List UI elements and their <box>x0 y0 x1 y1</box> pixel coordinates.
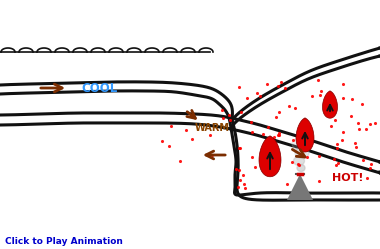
Point <box>316 154 322 158</box>
Point <box>339 137 345 141</box>
Point <box>242 187 249 190</box>
Point <box>305 122 311 126</box>
Point <box>268 149 274 153</box>
Point <box>166 144 172 148</box>
Point <box>295 140 301 144</box>
Point <box>318 89 324 93</box>
Point <box>352 140 358 144</box>
Point <box>309 94 315 98</box>
Point <box>368 162 374 166</box>
Point <box>317 93 323 97</box>
Point <box>340 96 346 100</box>
Polygon shape <box>287 174 313 200</box>
Point <box>304 155 310 159</box>
Point <box>220 116 226 120</box>
Point <box>236 85 242 89</box>
Point <box>290 138 296 142</box>
Point <box>177 159 183 163</box>
Point <box>264 82 270 86</box>
Point <box>168 124 174 128</box>
Point <box>340 81 346 85</box>
Point <box>284 182 290 186</box>
Point <box>252 165 258 169</box>
Point <box>241 182 247 186</box>
Ellipse shape <box>293 157 304 166</box>
Point <box>207 133 213 137</box>
Point <box>328 124 334 127</box>
Point <box>315 78 321 82</box>
Point <box>295 162 301 166</box>
Point <box>209 153 215 157</box>
Point <box>348 97 355 101</box>
Point <box>293 107 299 111</box>
Point <box>333 163 339 167</box>
Point <box>359 102 365 106</box>
Point <box>219 108 225 112</box>
Point <box>254 91 260 95</box>
Point <box>275 133 281 137</box>
Ellipse shape <box>297 165 305 172</box>
Point <box>236 146 242 150</box>
Point <box>287 104 293 108</box>
Point <box>270 151 276 155</box>
Point <box>233 167 239 171</box>
Point <box>273 115 279 119</box>
Text: HOT!: HOT! <box>332 173 364 183</box>
Polygon shape <box>296 118 314 152</box>
Point <box>188 137 195 141</box>
Point <box>226 113 232 117</box>
Point <box>356 127 362 131</box>
Point <box>331 157 337 161</box>
Text: COOL: COOL <box>82 81 118 95</box>
Polygon shape <box>323 91 337 118</box>
Point <box>249 130 255 134</box>
Point <box>363 127 369 131</box>
Point <box>334 142 340 146</box>
Point <box>316 179 322 183</box>
Point <box>367 122 373 126</box>
Text: WARM: WARM <box>195 123 230 133</box>
Point <box>271 135 277 139</box>
Point <box>335 161 341 165</box>
Point <box>372 122 378 125</box>
Point <box>348 114 354 118</box>
Point <box>334 146 340 150</box>
Point <box>237 178 243 182</box>
Point <box>249 155 255 159</box>
Point <box>355 121 361 125</box>
Point <box>183 128 189 132</box>
Point <box>367 166 373 170</box>
Point <box>278 80 284 84</box>
Point <box>240 173 246 177</box>
Point <box>227 118 233 122</box>
Polygon shape <box>259 136 281 177</box>
Point <box>276 131 282 135</box>
Point <box>332 118 338 122</box>
Point <box>364 176 370 180</box>
Point <box>353 145 359 149</box>
Point <box>282 86 288 90</box>
Point <box>296 163 302 167</box>
Point <box>158 139 165 143</box>
Point <box>275 84 281 88</box>
Point <box>359 158 366 162</box>
Point <box>257 94 263 98</box>
Point <box>276 133 282 137</box>
Point <box>248 120 254 124</box>
Point <box>265 125 271 129</box>
Text: Click to Play Animation: Click to Play Animation <box>5 237 123 246</box>
Ellipse shape <box>295 147 309 159</box>
Point <box>244 96 250 100</box>
Point <box>237 146 243 150</box>
Point <box>340 130 346 134</box>
Point <box>276 110 282 114</box>
Point <box>235 185 241 188</box>
Point <box>236 168 242 172</box>
Ellipse shape <box>292 138 308 150</box>
Point <box>238 110 244 114</box>
Point <box>290 160 296 164</box>
Point <box>260 132 266 136</box>
